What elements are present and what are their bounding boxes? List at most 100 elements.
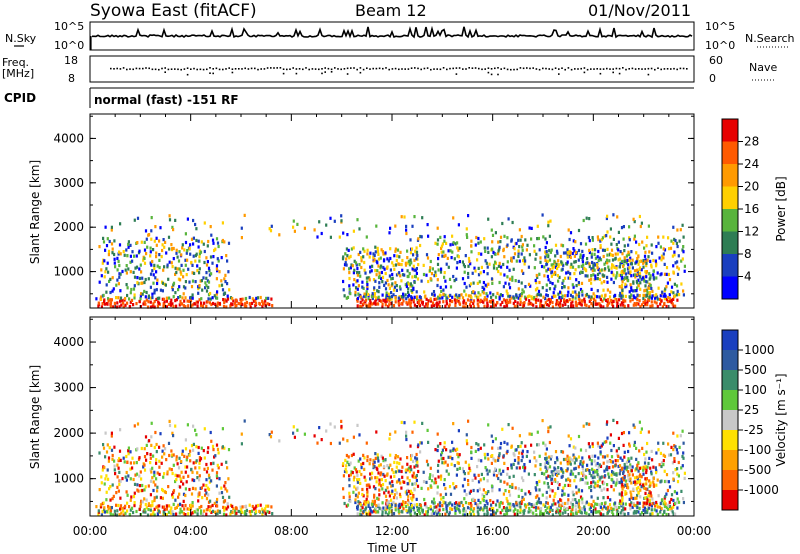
- power-cell: [530, 295, 533, 299]
- velocity-cell: [581, 497, 584, 501]
- power-cell: [395, 258, 398, 263]
- power-cell: [470, 244, 473, 248]
- power-cell: [434, 241, 437, 245]
- power-cell: [139, 305, 142, 309]
- power-cell: [628, 252, 631, 256]
- velocity-cell: [176, 474, 179, 478]
- velocity-cell: [421, 508, 424, 512]
- power-cell: [369, 270, 372, 274]
- velocity-cell: [670, 445, 673, 449]
- velocity-cell: [590, 503, 593, 507]
- velocity-cell: [204, 488, 207, 492]
- power-cell: [407, 287, 410, 291]
- velocity-cell: [366, 490, 369, 494]
- power-cell: [620, 273, 623, 277]
- power-cell: [353, 278, 356, 282]
- power-cell: [359, 300, 362, 304]
- power-cell: [517, 279, 520, 283]
- power-cell: [574, 296, 577, 300]
- velocity-cell: [499, 441, 503, 446]
- velocity-cell: [656, 512, 659, 516]
- power-cell: [566, 294, 569, 298]
- velocity-cell: [270, 430, 273, 434]
- velocity-cell: [218, 509, 221, 513]
- velocity-cell: [452, 482, 455, 486]
- velocity-cell: [648, 498, 651, 502]
- power-cell: [342, 279, 345, 284]
- power-cell: [439, 270, 443, 274]
- velocity-cell: [477, 458, 480, 462]
- velocity-cell: [447, 472, 450, 476]
- velocity-cell: [557, 511, 560, 515]
- power-cell: [406, 261, 409, 265]
- velocity-cell: [390, 491, 393, 495]
- velocity-cell: [447, 455, 450, 459]
- velocity-cell: [628, 459, 631, 463]
- velocity-cell: [487, 457, 490, 461]
- power-cell: [623, 256, 626, 260]
- power-cell: [340, 214, 343, 218]
- velocity-cell: [519, 444, 522, 448]
- velocity-cell: [208, 480, 211, 484]
- nave-dot: [327, 67, 330, 70]
- power-cell: [341, 257, 345, 261]
- power-cell: [376, 261, 379, 265]
- colorbar-band: [722, 276, 738, 300]
- power-cell: [444, 293, 447, 297]
- power-cell: [499, 272, 502, 276]
- power-cell: [356, 267, 359, 271]
- nave-dot: [583, 67, 586, 69]
- velocity-cell: [449, 449, 452, 453]
- velocity-cell: [182, 482, 185, 486]
- nave-dot: [122, 67, 125, 69]
- power-cell: [204, 281, 207, 285]
- power-cell: [631, 298, 634, 302]
- velocity-cell: [583, 505, 586, 509]
- velocity-cell: [577, 434, 581, 439]
- power-cell: [596, 302, 599, 306]
- power-cell: [216, 296, 219, 300]
- power-cell: [633, 273, 636, 277]
- velocity-cell: [454, 508, 457, 512]
- velocity-cell: [666, 488, 669, 493]
- nave-dot: [638, 68, 640, 70]
- nave-dot: [241, 68, 243, 70]
- power-x-ticks: [89, 114, 695, 308]
- power-cell: [466, 235, 469, 239]
- velocity-cell: [457, 429, 460, 433]
- velocity-cell: [513, 458, 517, 462]
- velocity-cell: [452, 422, 455, 426]
- velocity-cell: [342, 462, 345, 466]
- velocity-cell: [222, 505, 225, 509]
- power-cell: [621, 280, 624, 284]
- power-cell: [522, 259, 525, 263]
- velocity-cell: [642, 483, 645, 487]
- velocity-cell: [556, 508, 559, 512]
- power-cell: [534, 288, 538, 292]
- velocity-cell: [205, 483, 208, 488]
- power-cell: [389, 268, 392, 272]
- power-cell: [584, 274, 587, 278]
- velocity-cell: [483, 495, 486, 499]
- velocity-cell: [635, 487, 638, 491]
- power-cell: [267, 296, 270, 300]
- power-cell: [549, 250, 552, 254]
- velocity-cell: [545, 496, 548, 500]
- nave-dot: [362, 68, 365, 71]
- power-cell: [544, 250, 547, 254]
- velocity-cell: [440, 457, 443, 461]
- power-cell: [98, 245, 101, 249]
- power-cell: [392, 304, 396, 308]
- velocity-cell: [188, 453, 191, 457]
- velocity-cell: [588, 507, 591, 511]
- power-cell: [511, 278, 514, 282]
- power-cell: [351, 264, 354, 268]
- power-cell: [677, 267, 680, 271]
- power-cell: [185, 273, 188, 277]
- velocity-heatmap-cells: [95, 418, 686, 517]
- nave-dot: [478, 67, 480, 70]
- power-cell: [462, 305, 465, 309]
- velocity-cell: [121, 507, 124, 511]
- velocity-cell: [534, 486, 537, 490]
- power-cell: [318, 220, 321, 224]
